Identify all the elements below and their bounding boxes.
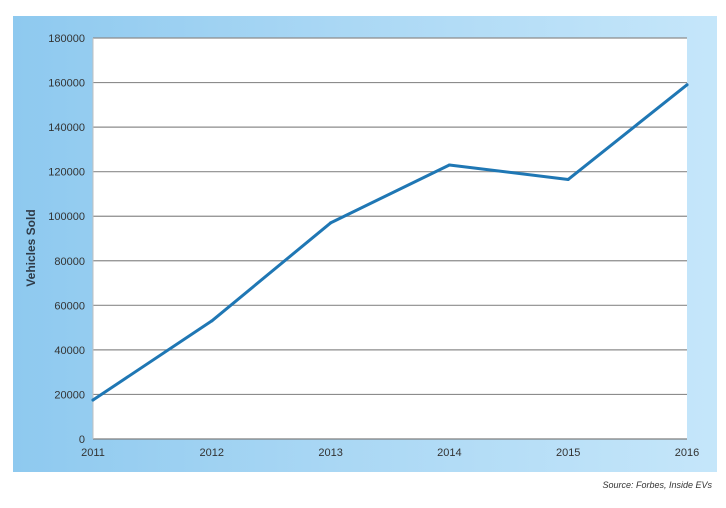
- y-tick-label: 180000: [48, 33, 85, 45]
- line-chart: 0 20000 40000 60000 80000 100000 120000 140000 1…: [24, 33, 699, 459]
- x-tick-label: 2012: [200, 447, 224, 459]
- series: [91, 83, 689, 402]
- y-tick-label: 60000: [54, 300, 85, 312]
- x-tick-label: 2013: [318, 447, 342, 459]
- y-tick-label: 100000: [48, 211, 85, 223]
- gridlines: [93, 37, 687, 396]
- y-tick-label: 120000: [48, 167, 85, 179]
- data-point: [566, 177, 570, 181]
- chart-panel: 0 20000 40000 60000 80000 100000 120000 140000 1…: [13, 16, 717, 472]
- data-point: [91, 398, 95, 402]
- data-point: [447, 163, 451, 167]
- x-tick-label: 2015: [556, 447, 580, 459]
- y-tick-label: 40000: [54, 345, 85, 357]
- series-line: [91, 83, 689, 402]
- data-point: [210, 319, 214, 323]
- source-note: Source: Forbes, Inside EVs: [602, 480, 712, 490]
- tick-labels: 0 20000 40000 60000 80000 100000 120000 140000 1…: [48, 33, 699, 459]
- data-point: [329, 221, 333, 225]
- y-tick-label: 80000: [54, 256, 85, 268]
- y-tick-label: 20000: [54, 389, 85, 401]
- y-tick-label: 140000: [48, 122, 85, 134]
- x-tick-label: 2011: [81, 447, 105, 459]
- x-tick-label: 2014: [437, 447, 461, 459]
- x-tick-label: 2016: [675, 447, 699, 459]
- y-tick-label: 0: [79, 434, 85, 446]
- data-point: [685, 83, 689, 87]
- axes: [92, 38, 687, 440]
- plot-area: [93, 38, 687, 439]
- y-tick-label: 160000: [48, 78, 85, 90]
- y-axis-label: Vehicles Sold: [24, 209, 38, 286]
